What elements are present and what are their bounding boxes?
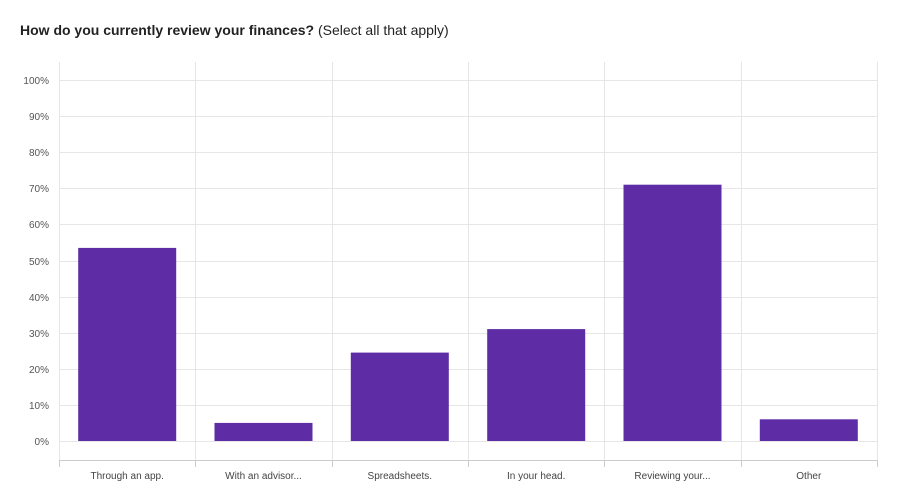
x-category-label: Reviewing your...	[634, 471, 710, 482]
y-tick-label: 70%	[29, 184, 49, 195]
bar	[350, 352, 449, 441]
x-category-label: In your head.	[507, 471, 565, 482]
y-tick-label: 10%	[29, 401, 49, 412]
bar	[487, 329, 586, 441]
y-tick-label: 40%	[29, 293, 49, 304]
x-category-label: Through an app.	[91, 471, 164, 482]
y-tick-label: 100%	[23, 76, 49, 87]
x-category-label: With an advisor...	[225, 471, 302, 482]
y-tick-label: 90%	[29, 112, 49, 123]
y-tick-label: 80%	[29, 148, 49, 159]
y-tick-label: 50%	[29, 257, 49, 268]
bar	[623, 184, 722, 441]
x-category-label: Spreadsheets.	[368, 471, 433, 482]
x-category-label: Other	[796, 471, 822, 482]
bar	[759, 419, 858, 441]
y-tick-label: 20%	[29, 365, 49, 376]
chart-title: How do you currently review your finance…	[20, 21, 449, 39]
y-tick-label: 60%	[29, 220, 49, 231]
question-text: How do you currently review your finance…	[20, 22, 315, 38]
y-tick-label: 30%	[29, 329, 49, 340]
bar	[214, 422, 313, 441]
question-hint: (Select all that apply)	[317, 22, 449, 38]
bar	[78, 247, 177, 441]
y-tick-label: 0%	[35, 437, 50, 448]
